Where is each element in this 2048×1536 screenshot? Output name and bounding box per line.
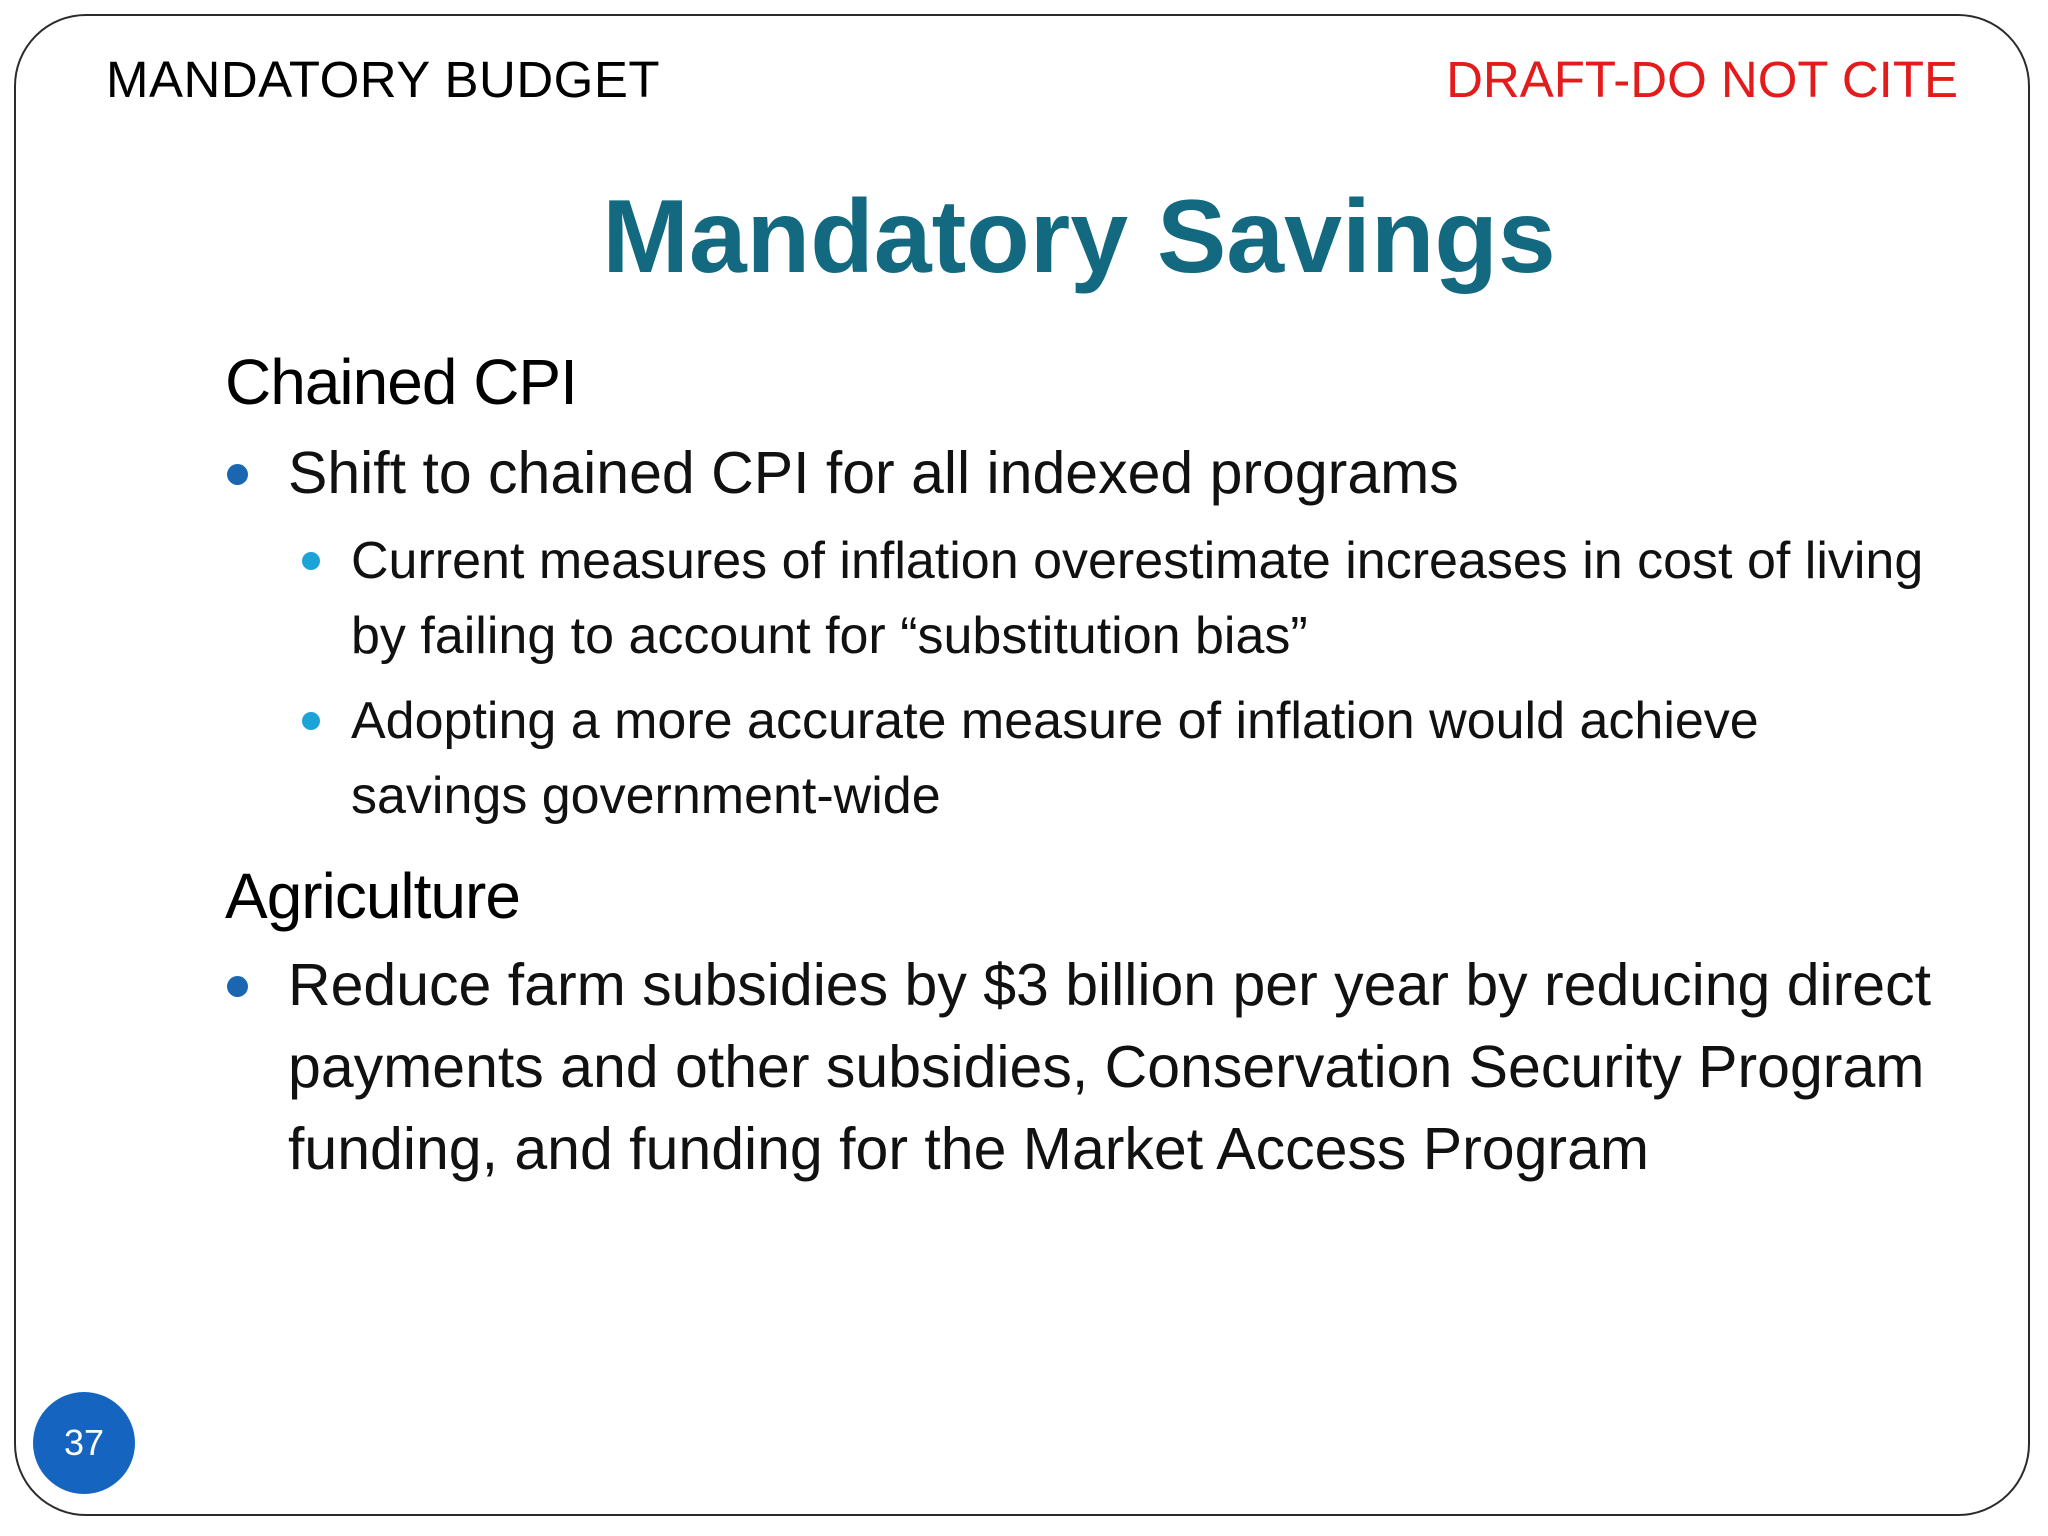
section-heading-chained-cpi: Chained CPI <box>225 346 578 418</box>
bullet-text: Shift to chained CPI for all indexed pro… <box>288 440 1459 506</box>
section-heading-agriculture: Agriculture <box>225 860 521 932</box>
slide-title: Mandatory Savings <box>602 179 1556 295</box>
draft-label: DRAFT-DO NOT CITE <box>1446 51 1958 108</box>
header-label: MANDATORY BUDGET <box>106 51 660 108</box>
subbullet-text: Adopting a more accurate measure of infl… <box>351 692 1759 825</box>
slide-frame <box>14 14 2030 1516</box>
slide-content: Chained CPI Shift to chained CPI for all… <box>225 342 1945 1190</box>
subbullet-dot-icon <box>302 712 320 730</box>
bullet-chained-cpi: Shift to chained CPI for all indexed pro… <box>225 432 1945 514</box>
subbullet-inflation-overestimate: Current measures of inflation overestima… <box>225 524 1945 674</box>
subbullet-accurate-measure: Adopting a more accurate measure of infl… <box>225 684 1945 834</box>
bullet-dot-icon <box>227 976 248 997</box>
bullet-text: Reduce farm subsidies by $3 billion per … <box>288 952 1932 1182</box>
bullet-agriculture: Reduce farm subsidies by $3 billion per … <box>225 944 1945 1190</box>
page-number-badge: 37 <box>33 1392 135 1494</box>
subbullet-dot-icon <box>302 552 320 570</box>
subbullet-text: Current measures of inflation overestima… <box>351 532 1924 665</box>
bullet-dot-icon <box>227 464 248 485</box>
